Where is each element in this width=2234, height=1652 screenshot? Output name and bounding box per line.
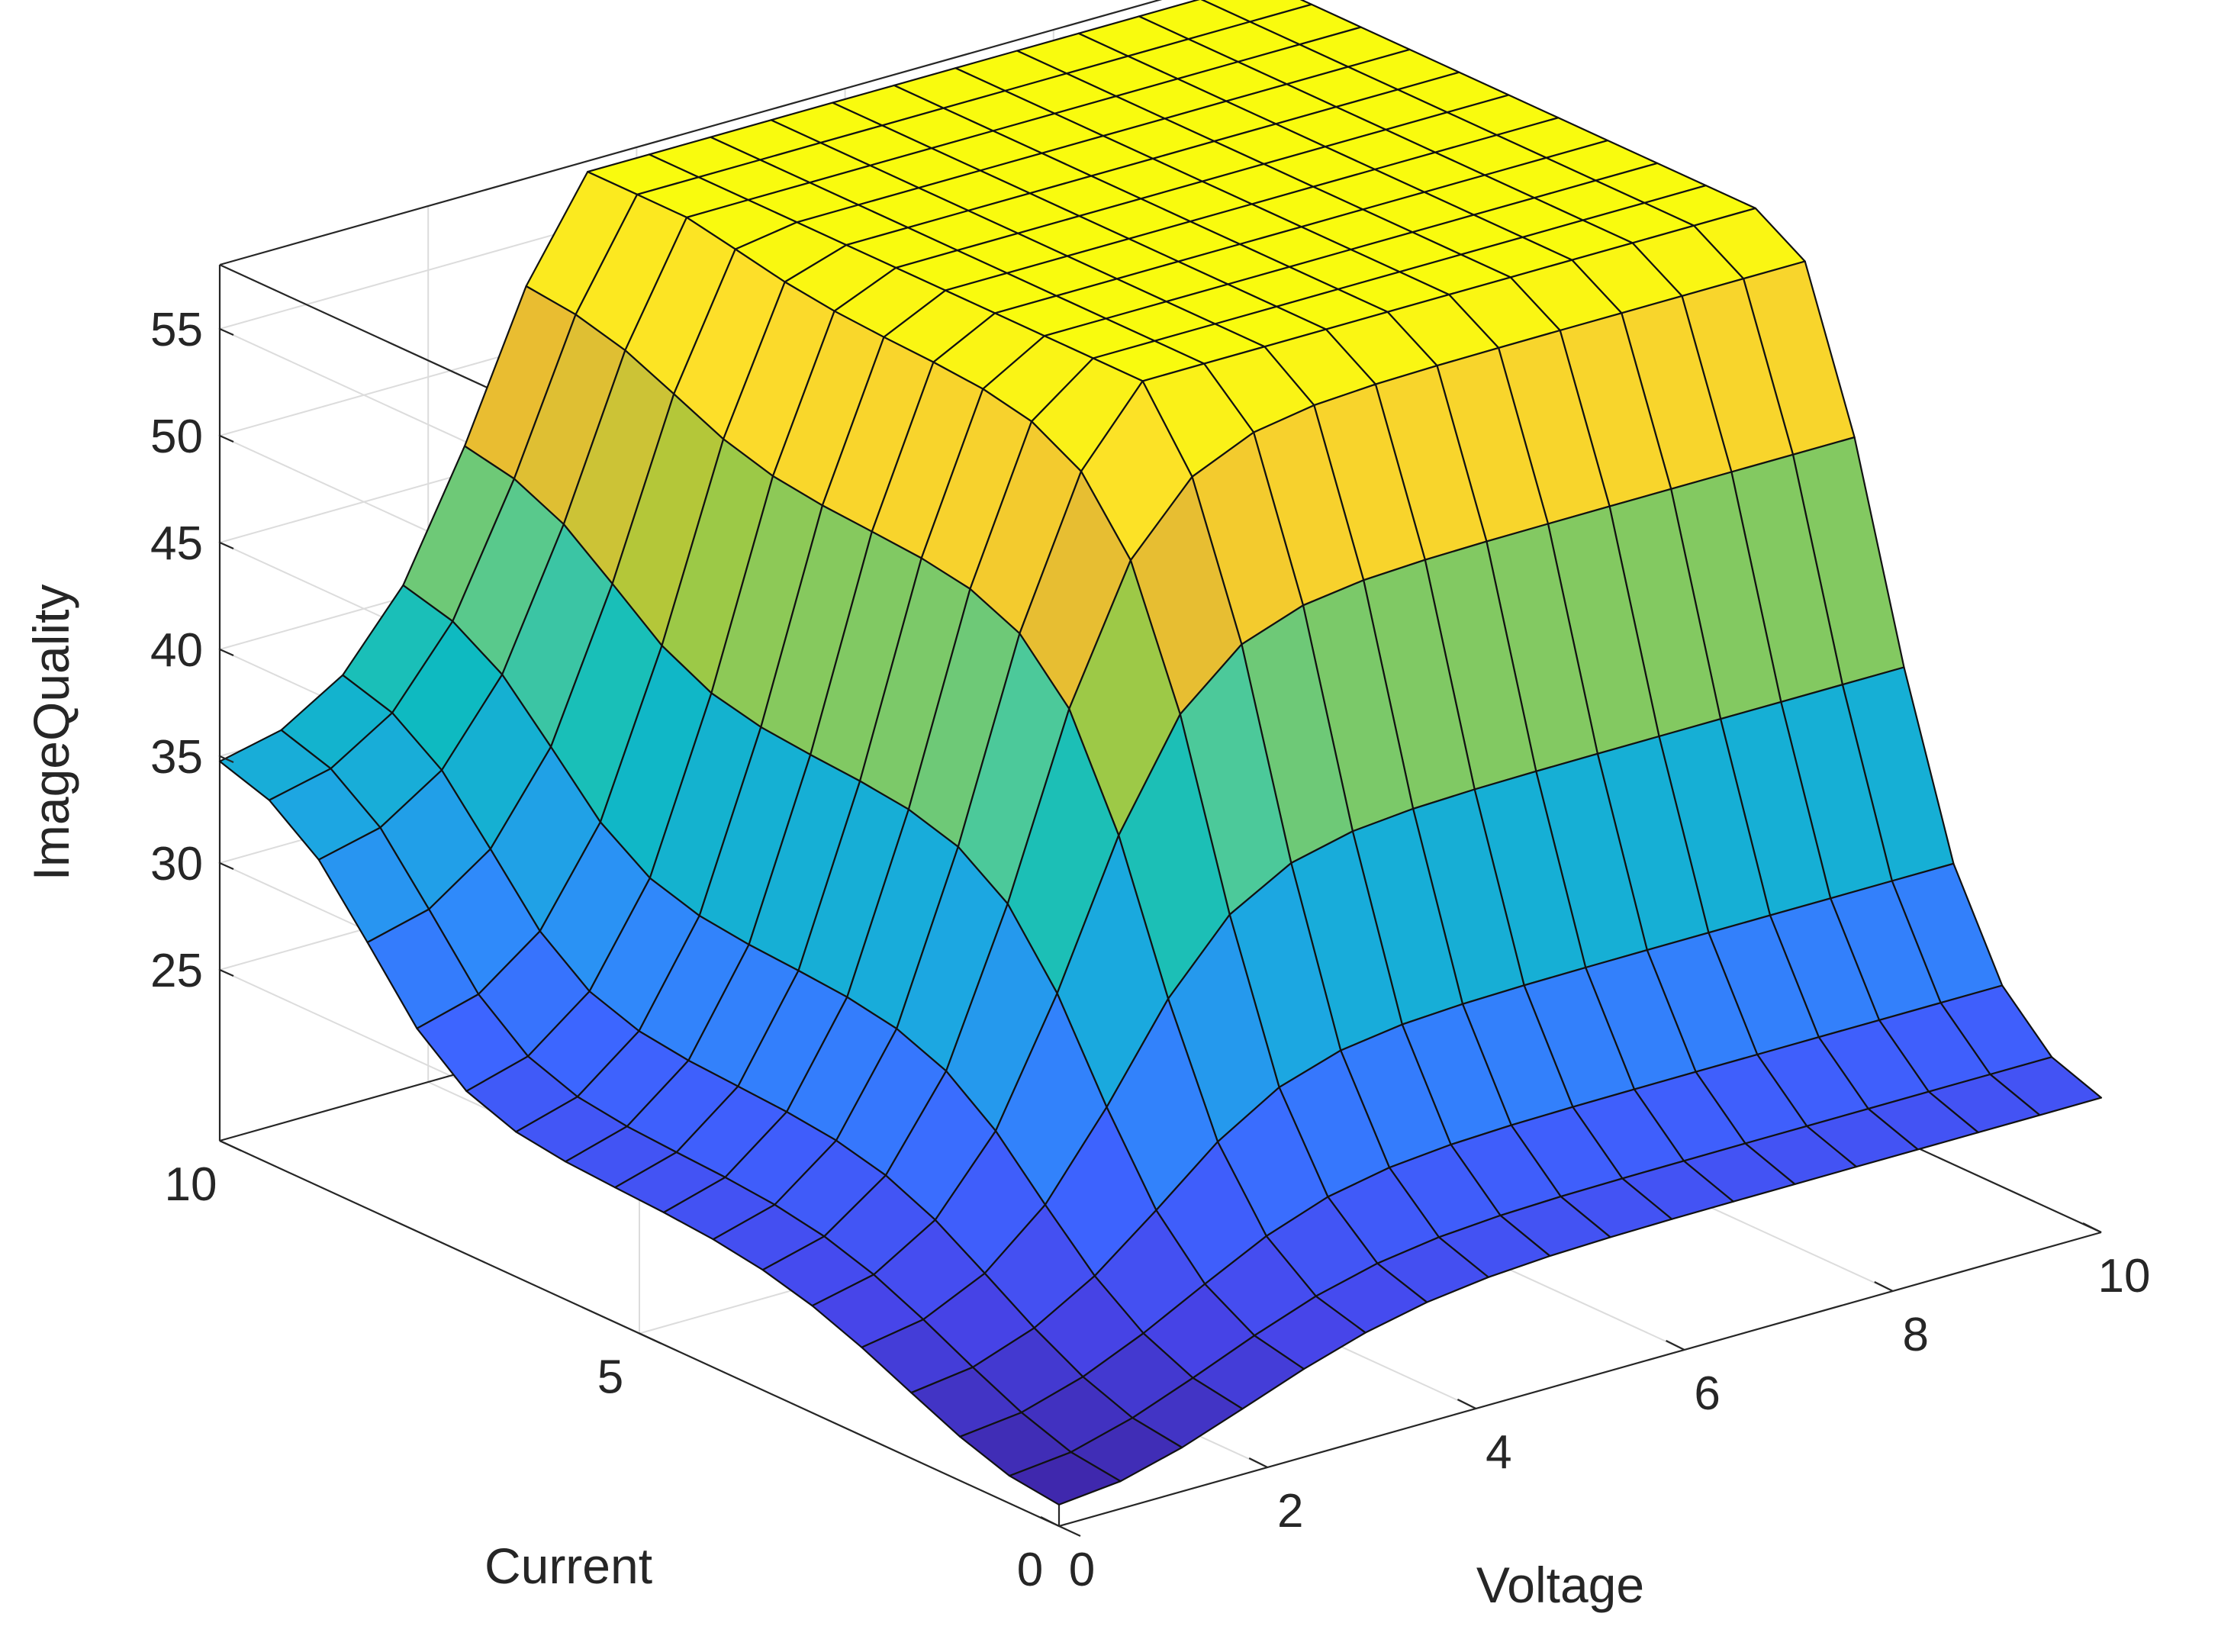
z-tick-mark	[219, 434, 234, 443]
y-tick-mark	[639, 1332, 662, 1344]
z-tick-label: 40	[150, 624, 203, 677]
axes-box-edge	[219, 0, 1163, 266]
y-tick-mark	[1058, 1525, 1081, 1537]
z-tick-label: 45	[150, 517, 203, 570]
x-tick-label: 10	[2098, 1250, 2151, 1303]
axes-box-edge	[1058, 1231, 2102, 1528]
x-tick-mark	[1666, 1340, 1685, 1351]
x-tick-mark	[2082, 1222, 2102, 1233]
x-tick-label: 8	[1903, 1309, 1929, 1361]
y-tick-label: 5	[597, 1351, 623, 1404]
x-axis-label: Voltage	[1476, 1557, 1644, 1613]
z-tick-mark	[219, 327, 234, 337]
z-tick-mark	[219, 755, 234, 764]
surface-facet	[1008, 1451, 1122, 1506]
z-tick-mark	[219, 861, 234, 871]
y-tick-label: 0	[1017, 1544, 1043, 1596]
z-tick-label: 35	[150, 731, 203, 784]
y-tick-label: 10	[165, 1158, 217, 1211]
z-tick-label: 50	[150, 411, 203, 463]
x-tick-label: 6	[1694, 1367, 1720, 1420]
x-tick-mark	[1457, 1399, 1476, 1409]
y-axis-label: Current	[484, 1538, 652, 1594]
z-tick-mark	[219, 541, 234, 550]
z-tick-mark	[219, 648, 234, 657]
z-axis-label: ImageQuality	[23, 584, 79, 881]
x-tick-mark	[1040, 1516, 1060, 1527]
x-tick-label: 0	[1069, 1544, 1095, 1596]
x-tick-label: 2	[1277, 1485, 1303, 1538]
tick-layer: 25 30 35 40 45 50 55 0 2 4 6 8 10 0 5 10	[150, 304, 2150, 1596]
x-tick-label: 4	[1486, 1426, 1511, 1479]
y-tick-mark	[219, 1140, 242, 1151]
x-tick-mark	[1874, 1281, 1894, 1292]
z-tick-mark	[219, 968, 234, 977]
x-tick-mark	[1248, 1457, 1268, 1468]
z-tick-label: 55	[150, 304, 203, 356]
z-tick-label: 30	[150, 838, 203, 890]
surface	[218, 0, 2103, 1506]
z-tick-label: 25	[150, 945, 203, 997]
